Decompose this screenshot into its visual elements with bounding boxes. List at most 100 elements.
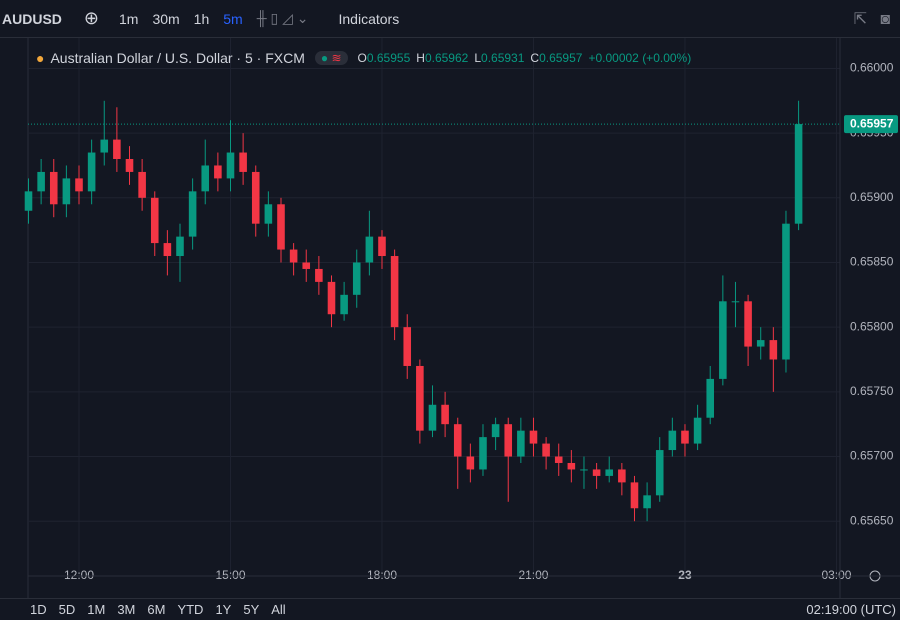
- candle-body: [466, 456, 475, 470]
- candle-body: [592, 469, 601, 476]
- candle-body: [416, 365, 424, 431]
- range-button[interactable]: 5D: [58, 602, 76, 617]
- range-button[interactable]: 1M: [87, 602, 106, 617]
- candle-body: [618, 469, 626, 483]
- candle-body: [24, 191, 33, 211]
- candle-body: [113, 139, 121, 160]
- ohlc-value: 0.65955: [366, 51, 411, 65]
- candle-body: [453, 424, 462, 457]
- candle-body: [580, 469, 588, 471]
- ohlc-key: C: [530, 51, 540, 65]
- candle-body: [125, 159, 134, 172]
- add-symbol[interactable]: ⊕: [83, 8, 99, 28]
- x-tick-label: 12:00: [64, 568, 94, 582]
- candle-body: [681, 430, 689, 444]
- last-price-label: 0.65957: [850, 116, 894, 130]
- interval-button[interactable]: 1m: [118, 10, 139, 27]
- range-button[interactable]: 6M: [147, 602, 166, 617]
- x-tick-label: 23: [678, 568, 692, 582]
- candle-body: [340, 294, 348, 315]
- candle-body: [529, 430, 538, 444]
- candle-body: [504, 424, 513, 457]
- range-button[interactable]: 1Y: [215, 602, 232, 617]
- chart-type-icons[interactable]: ╫ ▯ ◿ ⌄: [256, 10, 309, 26]
- range-button[interactable]: 3M: [117, 602, 136, 617]
- candle-body: [693, 417, 702, 444]
- status-badge[interactable]: ● ≋: [314, 51, 348, 65]
- candle-body: [769, 340, 778, 360]
- candle-body: [554, 456, 563, 463]
- interval-group: 1m 30m 1h 5m: [105, 11, 243, 27]
- candle-body: [719, 301, 727, 379]
- candle-body: [163, 243, 172, 257]
- ohlc-key: L: [474, 51, 482, 65]
- candle-body: [643, 495, 651, 509]
- x-tick-label: 15:00: [215, 568, 245, 582]
- y-tick-label: 0.65650: [850, 513, 894, 527]
- candle-body: [251, 171, 260, 224]
- candle-body: [403, 327, 412, 366]
- candle-body: [428, 404, 437, 431]
- candle-body: [744, 301, 752, 347]
- candle-body: [630, 482, 639, 509]
- candle-body: [62, 178, 71, 205]
- candle-body: [327, 281, 336, 315]
- y-tick-label: 0.66000: [850, 61, 894, 75]
- candle-body: [390, 256, 399, 328]
- symbol[interactable]: AUDUSD: [2, 10, 62, 27]
- ohlc-key: O: [357, 51, 367, 65]
- range-button[interactable]: 5Y: [243, 602, 260, 617]
- candle-body: [289, 249, 298, 263]
- top-toolbar: AUDUSD ⊕ 1m 30m 1h 5m ╫ ▯ ◿ ⌄ Indicators ⇱ …: [0, 0, 900, 38]
- candle-body: [365, 236, 374, 263]
- interval-button[interactable]: 30m: [152, 10, 180, 27]
- last-price-tag: [844, 115, 898, 134]
- clock: 02:19:00 (UTC): [806, 602, 896, 617]
- candle-body: [302, 262, 311, 269]
- range-bar: 1D 5D 1M 3M 6M YTD 1Y 5Y All 02:19:00 (UTC): [0, 598, 900, 620]
- ohlc-values: O 0.65955 H 0.65962 L 0.65931 C 0.65957: [358, 51, 583, 65]
- candle-body: [100, 139, 109, 153]
- candle-body: [37, 171, 45, 192]
- flag-icon: ●: [36, 50, 45, 66]
- chart: 0.65650 0.65700 0.65750 0.65800 0.65850 0.659…: [0, 38, 900, 598]
- candle-body: [49, 171, 58, 205]
- range-button[interactable]: 1D: [30, 602, 47, 617]
- snapshot-icons[interactable]: ⇱ ◙: [853, 10, 890, 28]
- y-tick-label: 0.65900: [850, 190, 894, 204]
- range-group: 1D 5D 1M 3M 6M YTD 1Y 5Y All: [30, 602, 286, 617]
- candle-body: [794, 124, 803, 224]
- candle-body: [542, 443, 550, 457]
- range-button[interactable]: YTD: [177, 602, 204, 617]
- ohlc-value: 0.65962: [424, 51, 469, 65]
- x-tick-label: 21:00: [518, 568, 548, 582]
- candle-body: [75, 178, 83, 192]
- y-tick-label: 0.65800: [850, 319, 894, 333]
- candle-body: [782, 223, 790, 360]
- legend: ● Australian Dollar / U.S. Dollar · 5 · …: [36, 50, 691, 66]
- candle-body: [378, 236, 386, 257]
- candle-body: [264, 204, 273, 224]
- y-tick-label: 0.65850: [850, 255, 894, 269]
- y-tick-label: 0.65750: [850, 384, 894, 398]
- candle-body: [731, 301, 740, 303]
- indicators-button[interactable]: Indicators: [338, 10, 400, 27]
- candle-body: [214, 165, 222, 179]
- x-tick-label: 03:00: [821, 568, 851, 582]
- candle-body: [239, 152, 247, 172]
- candle-body: [138, 171, 146, 198]
- candle-body: [479, 437, 487, 470]
- candle-body: [226, 152, 235, 179]
- candle-body: [441, 404, 449, 425]
- interval-button[interactable]: 1h: [193, 10, 210, 27]
- candle-body: [150, 197, 159, 244]
- candle-body: [315, 268, 323, 282]
- candle-body: [176, 236, 184, 257]
- range-button[interactable]: All: [271, 602, 286, 617]
- candle-body: [201, 165, 210, 192]
- candle-body: [706, 378, 715, 418]
- ohlc-key: H: [416, 51, 425, 65]
- interval-button[interactable]: 5m: [223, 10, 243, 27]
- candle-body: [491, 424, 500, 438]
